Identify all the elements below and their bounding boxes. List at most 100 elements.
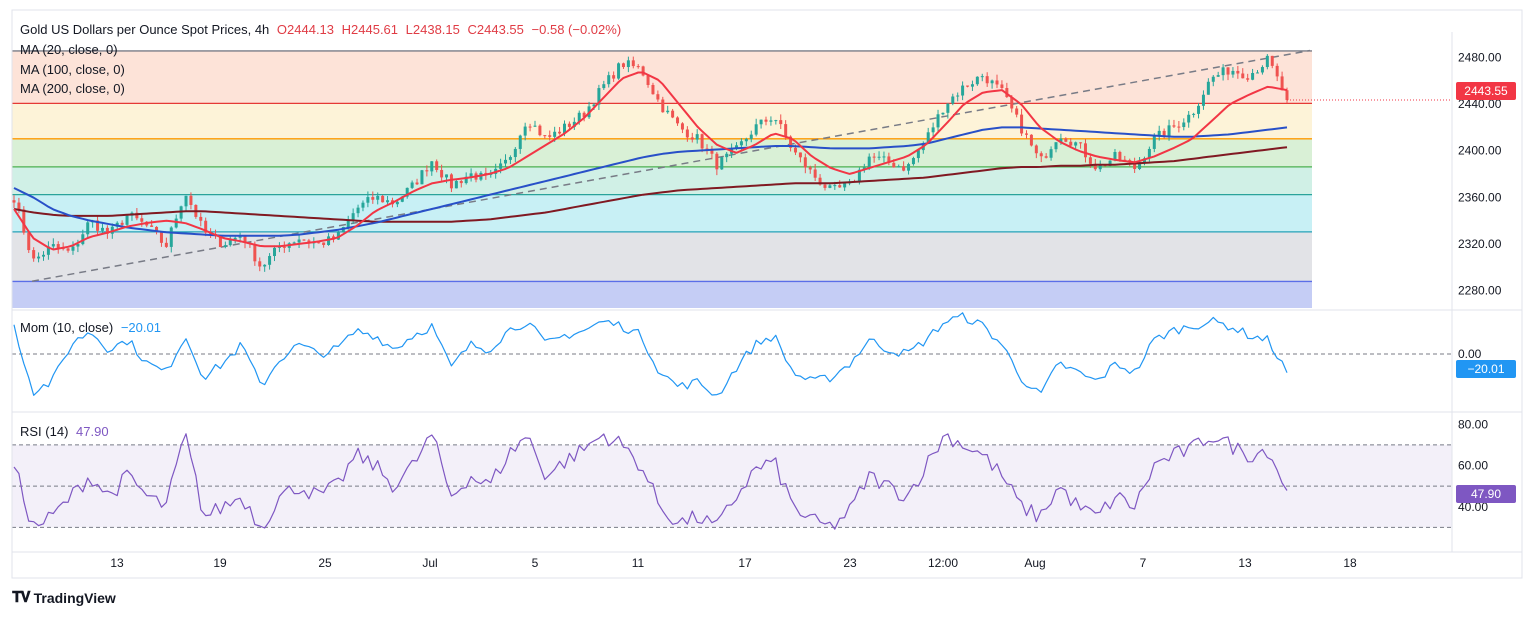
- time-tick-label: 18: [1343, 556, 1357, 570]
- candle-body: [125, 215, 129, 225]
- candle-body: [882, 156, 886, 158]
- candle-body: [1256, 72, 1260, 74]
- candle-body: [253, 243, 257, 262]
- candle-body: [666, 110, 670, 113]
- price-tick-label: 2360.00: [1458, 190, 1502, 204]
- candle-body: [1138, 162, 1142, 170]
- candle-body: [1172, 125, 1176, 127]
- candle-body: [779, 120, 783, 125]
- candle-body: [818, 177, 822, 185]
- candle-body: [961, 85, 965, 96]
- candle-body: [292, 242, 296, 244]
- candle-body: [1177, 126, 1181, 128]
- candle-body: [1147, 148, 1151, 159]
- ma100-legend[interactable]: MA (100, close, 0): [20, 62, 125, 77]
- candle-body: [155, 226, 159, 233]
- candle-body: [12, 200, 16, 203]
- candle-body: [562, 123, 566, 134]
- candle-body: [41, 254, 45, 257]
- candle-body: [120, 222, 124, 225]
- candle-body: [754, 124, 758, 135]
- symbol-title: Gold US Dollars per Ounce Spot Prices, 4…: [20, 22, 270, 37]
- candle-body: [1039, 153, 1043, 157]
- candle-body: [381, 195, 385, 203]
- candle-body: [1162, 130, 1166, 137]
- candle-body: [1000, 84, 1004, 89]
- candle-body: [56, 244, 60, 249]
- candle-body: [759, 119, 763, 125]
- candle-body: [911, 158, 915, 165]
- candle-body: [218, 235, 222, 247]
- candle-body: [189, 195, 193, 205]
- close-value: C2443.55: [467, 22, 524, 37]
- time-tick-label: 19: [213, 556, 227, 570]
- candle-body: [223, 245, 227, 247]
- candle-body: [695, 134, 699, 140]
- candle-body: [739, 141, 743, 146]
- fib-band: [12, 50, 1312, 104]
- candle-body: [297, 239, 301, 243]
- candle-body: [1280, 76, 1284, 91]
- candle-body: [277, 246, 281, 248]
- candle-body: [233, 237, 237, 240]
- candle-body: [680, 123, 684, 130]
- candle-body: [258, 261, 262, 267]
- candle-body: [744, 138, 748, 142]
- candle-body: [995, 80, 999, 85]
- rsi-legend[interactable]: RSI (14) 47.90: [20, 424, 113, 439]
- candle-body: [1221, 67, 1225, 76]
- candle-body: [1216, 75, 1220, 77]
- candle-body: [395, 201, 399, 205]
- candle-body: [877, 156, 881, 158]
- rsi-pane: [12, 433, 1452, 530]
- candle-body: [685, 129, 689, 138]
- candle-body: [626, 60, 630, 68]
- candle-body: [400, 196, 404, 202]
- tradingview-logo[interactable]: 𝐓𝐕 TradingView: [12, 589, 116, 606]
- candle-body: [105, 227, 109, 234]
- candle-body: [459, 180, 463, 184]
- rsi-badge: 47.90: [1456, 485, 1516, 503]
- candle-body: [410, 182, 414, 188]
- candle-body: [636, 66, 640, 68]
- candle-body: [1236, 70, 1240, 74]
- candle-body: [764, 119, 768, 122]
- rsi-tick-label: 80.00: [1458, 417, 1488, 431]
- ma200-legend[interactable]: MA (200, close, 0): [20, 81, 125, 96]
- candle-body: [1054, 142, 1058, 150]
- fib-band-bottom: [12, 281, 1312, 308]
- candle-body: [715, 153, 719, 170]
- candle-body: [1192, 113, 1196, 115]
- fibonacci-bands: [12, 50, 1312, 308]
- momentum-line: [13, 312, 1288, 396]
- candle-body: [1275, 65, 1279, 77]
- candle-body: [813, 169, 817, 178]
- candle-body: [838, 185, 842, 188]
- candle-body: [366, 197, 370, 203]
- candle-body: [415, 182, 419, 185]
- momentum-tick-label: 0.00: [1458, 347, 1482, 361]
- ma20-legend[interactable]: MA (20, close, 0): [20, 42, 118, 57]
- candle-body: [612, 75, 616, 79]
- candle-body: [371, 197, 375, 200]
- rsi-label: RSI (14): [20, 424, 69, 439]
- candle-body: [577, 112, 581, 122]
- candle-body: [970, 84, 974, 87]
- candle-body: [931, 127, 935, 133]
- candle-body: [774, 120, 778, 122]
- candle-body: [798, 152, 802, 158]
- candle-body: [327, 236, 331, 245]
- candle-body: [1201, 94, 1205, 106]
- price-tick-label: 2320.00: [1458, 237, 1502, 251]
- ma20-line: [13, 71, 1288, 251]
- candle-body: [272, 247, 276, 257]
- candle-body: [916, 150, 920, 159]
- candle-body: [51, 244, 55, 247]
- candle-body: [140, 218, 144, 222]
- momentum-legend[interactable]: Mom (10, close) −20.01: [20, 320, 165, 335]
- candle-body: [513, 148, 517, 158]
- candle-body: [1157, 130, 1161, 136]
- candle-body: [282, 246, 286, 248]
- candle-body: [631, 60, 635, 67]
